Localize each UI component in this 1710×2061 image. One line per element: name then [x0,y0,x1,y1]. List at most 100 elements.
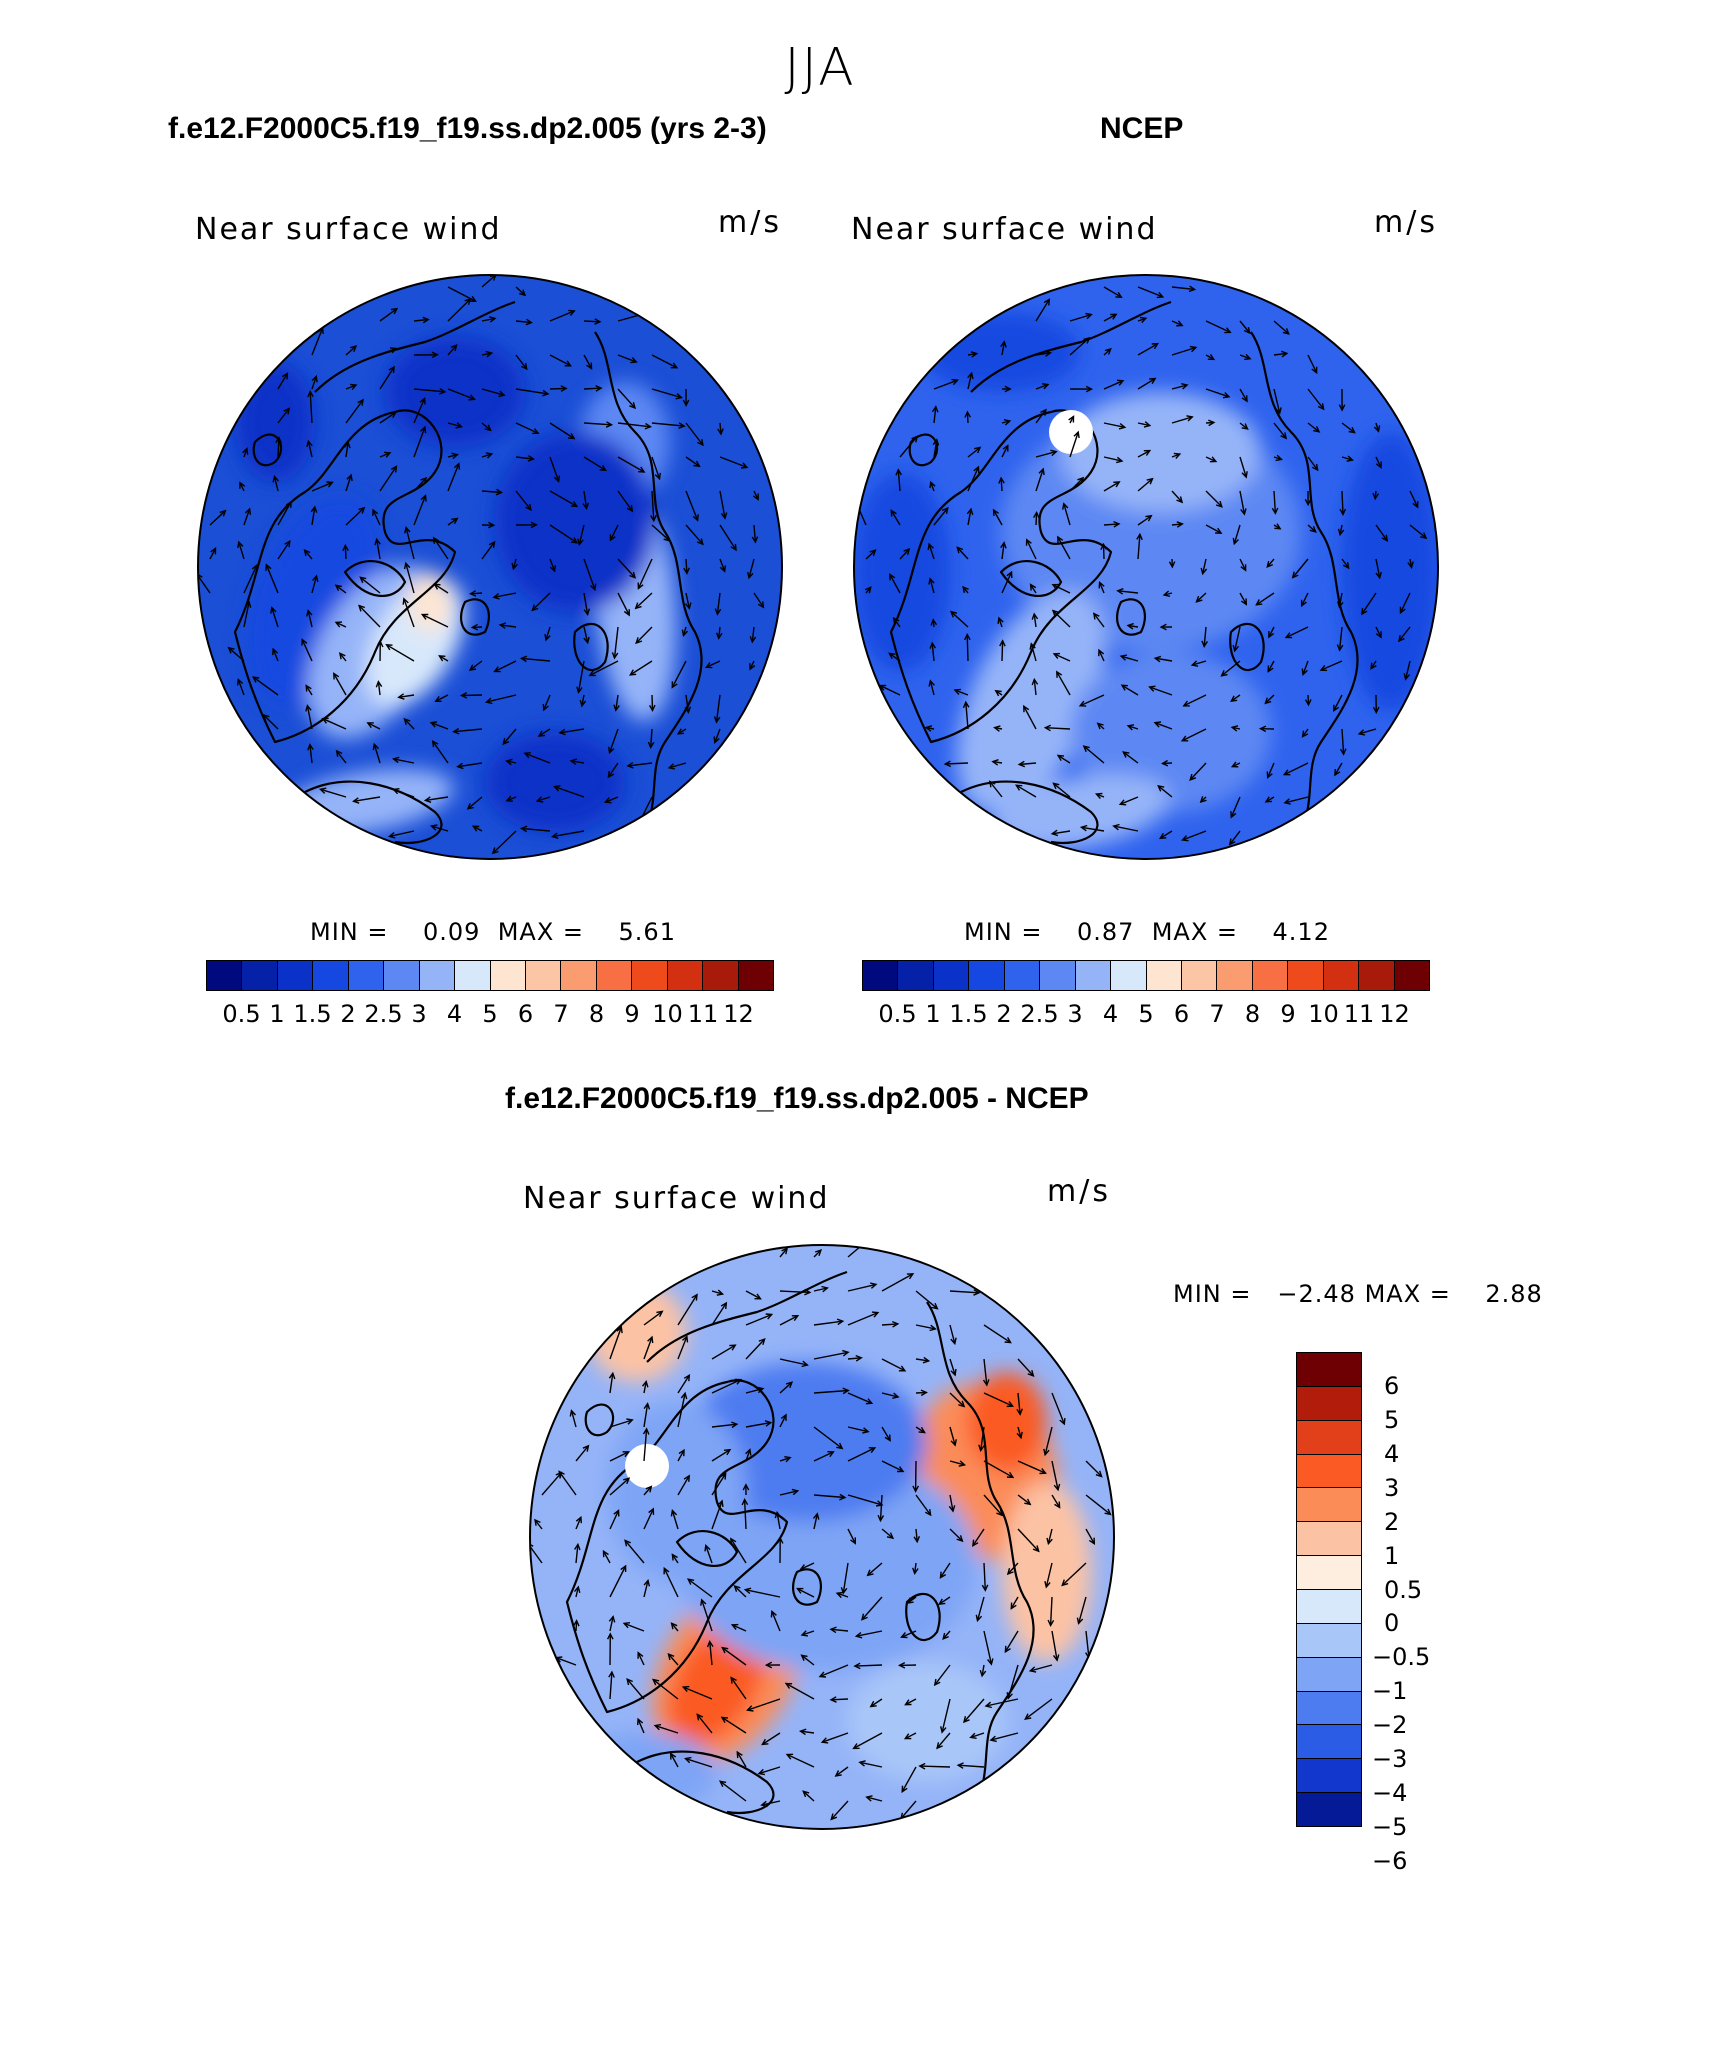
wind-vector [1019,762,1037,766]
wind-vector-head [670,1509,678,1517]
wind-vector [472,825,483,832]
colorbar-swatch [1297,1657,1361,1692]
wind-vector-head [680,1391,688,1400]
wind-vector [558,1471,577,1496]
wind-vector [949,1324,956,1344]
wind-vector-head [892,1392,900,1399]
wind-vector [372,509,381,526]
colorbar-swatch [1297,1793,1361,1827]
wind-vector-head [984,1701,992,1709]
wind-vector-head [525,503,532,512]
colorbar-tick-label: 6 [517,1000,534,1028]
wind-vector [486,694,517,703]
wind-vector-head [989,1735,997,1743]
wind-vector-head [487,521,496,529]
wind-vector-head [764,1661,773,1669]
colorbar-tick-label: 2.5 [1020,1000,1059,1028]
wind-vector [711,1500,723,1530]
wind-vector-head [840,1587,848,1595]
wind-vector [890,510,901,526]
wind-vector-head [1283,798,1291,805]
wind-vector [336,750,347,764]
colorbar-swatch [419,961,456,990]
wind-vector [541,1472,562,1496]
wind-vector-head [334,584,342,592]
wind-vector-head [834,1770,842,1777]
wind-vector-head [1159,623,1167,631]
wind-vector-head [236,678,244,686]
wind-vector-head [791,1488,800,1496]
wind-vector-head [471,825,480,832]
wind-vector [745,1290,761,1300]
wind-vector [515,286,526,296]
wind-vector-head [715,632,723,640]
wind-vector-head [459,691,468,699]
wind-vector-head [350,345,358,353]
wind-vector [1171,384,1188,390]
wind-vector [339,652,347,662]
wind-vector-head [1051,609,1060,617]
wind-vector [1120,655,1139,662]
wind-vector-head [836,1318,845,1326]
wind-vector [711,1302,727,1326]
wind-vector [1159,830,1173,839]
wind-vector-head [720,512,728,520]
wind-vector-head [468,664,477,672]
wind-vector [847,1392,873,1404]
wind-vector [1341,490,1344,515]
wind-vector-head [1207,354,1216,361]
wind-vector [1098,582,1105,594]
wind-vector [228,647,245,662]
wind-vector-head [943,760,951,768]
wind-vector [983,1392,1013,1407]
colorbar-swatch [490,961,526,990]
wind-vector [881,1358,906,1372]
wind-vector [949,1494,954,1512]
wind-vector-head [1266,560,1274,568]
wind-vector [617,490,633,512]
wind-vector [970,1732,985,1739]
wind-vector [915,1494,932,1516]
wind-vector-head [1244,353,1252,361]
colorbar-swatch [667,961,704,990]
wind-vector-head [227,646,235,654]
wind-vector-head [714,608,722,616]
panel-1-polar-map [197,274,783,860]
wind-vector-head [937,1598,946,1605]
wind-vector [554,785,585,798]
colorbar-swatch [525,961,562,990]
wind-vector [238,541,245,560]
panel-1-minmax: MIN = 0.09 MAX = 5.61 [310,918,676,946]
wind-vector-head [966,507,974,516]
wind-vector [345,399,364,424]
wind-vector [1052,830,1071,835]
wind-vector [747,1698,781,1711]
panel-2-title: NCEP [1100,112,1184,145]
wind-vector [386,644,415,662]
wind-vector [583,320,601,323]
wind-vector [983,1494,1003,1516]
colorbar-swatch [1297,1556,1361,1591]
wind-vector-head [489,316,497,323]
colorbar-swatch [277,961,314,990]
wind-vector [492,830,517,854]
wind-vector-head [1098,648,1105,657]
wind-vector-head [275,436,283,444]
wind-vector [956,546,969,560]
colorbar-swatch [969,961,1005,990]
wind-vector [1171,320,1183,327]
wind-vector-head [747,571,754,580]
wind-vector-head [1136,532,1143,541]
wind-vector [609,1616,614,1632]
colorbar-swatch [1040,961,1076,990]
wind-vector-head [964,410,972,418]
wind-vector-head [470,623,479,631]
wind-vector [421,613,449,628]
wind-vector-head [1118,799,1127,806]
figure-title: JJA [784,38,856,98]
wind-vector-head [560,385,568,392]
wind-vector-head [402,597,409,605]
panel-3-min-label: MIN = [1173,1280,1252,1308]
wind-vector [711,1423,737,1428]
wind-vector-head [372,742,380,751]
